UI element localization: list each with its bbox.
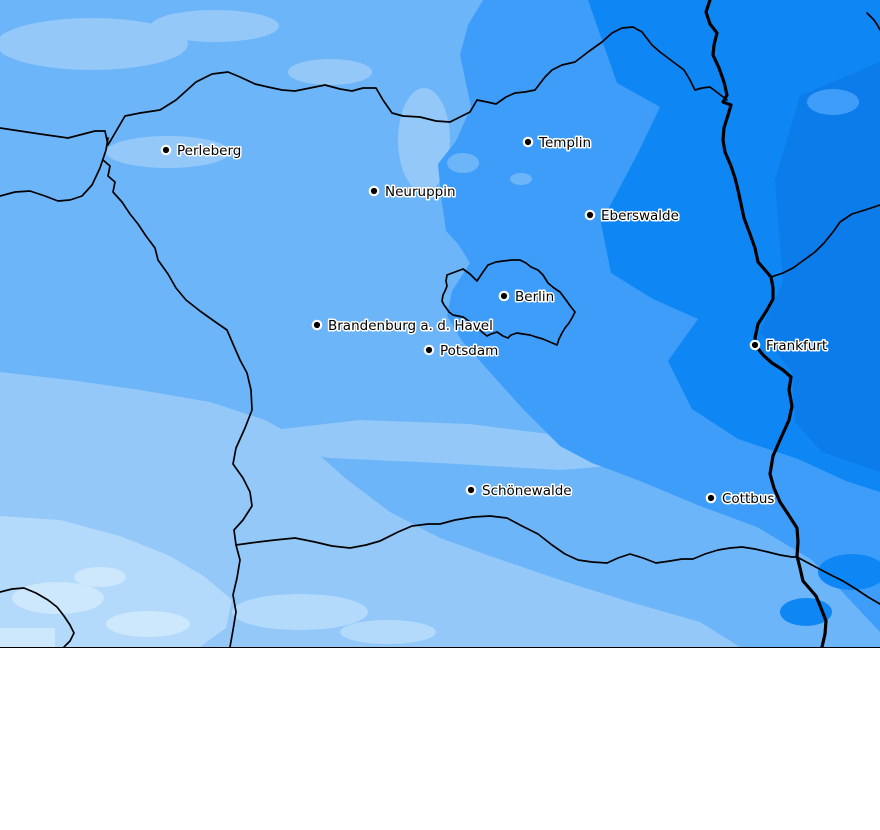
city-marker-cottbus: Cottbus: [705, 490, 776, 509]
city-label: Eberswalde: [601, 208, 679, 224]
city-marker-potsdam: Potsdam: [423, 342, 500, 361]
border-north: [0, 26, 728, 146]
temp-patch-north: [398, 88, 450, 192]
city-marker-berlin: Berlin: [498, 288, 556, 307]
city-label: Brandenburg a. d. Havel: [328, 318, 493, 334]
temp-region-east-coldest: [760, 62, 880, 472]
city-dot: [500, 292, 508, 300]
city-dot: [707, 494, 715, 502]
temp-patch-center-band: [255, 420, 662, 470]
temp-patch-lightest: [74, 567, 126, 587]
state-borders: [0, 12, 880, 647]
city-dot: [370, 187, 378, 195]
city-marker-sch-newalde: Schönewalde: [465, 482, 573, 501]
city-dot: [751, 341, 759, 349]
city-marker-brandenburg-a-d-havel: Brandenburg a. d. Havel: [311, 317, 494, 336]
border-poland-northeast: [770, 204, 880, 278]
temp-patch-lightest: [106, 611, 190, 637]
city-marker-perleberg: Perleberg: [160, 142, 243, 161]
city-dot: [524, 138, 532, 146]
map-svg: Perleberg Neuruppin Templin Eberswalde Berli…: [0, 0, 880, 647]
temperature-map: Perleberg Neuruppin Templin Eberswalde Berli…: [0, 0, 880, 648]
temp-patch-north: [0, 18, 188, 70]
border-southeast-branch: [796, 556, 880, 605]
border-topright-short: [866, 12, 880, 31]
temp-patch-lightest: [0, 628, 55, 647]
border-south: [235, 515, 798, 564]
temp-patch-light: [232, 594, 368, 630]
city-label: Potsdam: [440, 343, 498, 359]
temp-patch-north: [151, 10, 279, 42]
city-label: Frankfurt: [766, 338, 827, 354]
city-dot: [425, 346, 433, 354]
city-dot: [467, 486, 475, 494]
city-label: Perleberg: [177, 143, 241, 159]
city-label: Templin: [538, 135, 591, 151]
city-marker-templin: Templin: [522, 134, 593, 153]
temp-patch-mild-in-medium: [510, 173, 532, 185]
city-label: Berlin: [515, 289, 554, 305]
border-west-upper: [0, 137, 109, 202]
temp-patch-lightest: [12, 582, 104, 614]
city-marker-eberswalde: Eberswalde: [584, 207, 680, 226]
city-dot: [162, 146, 170, 154]
footer: Temperatur in 2m (in °C) Fr, 09.01.2026 …: [0, 648, 880, 830]
city-label: Neuruppin: [385, 184, 456, 200]
temp-patch-medium-in-cold: [807, 89, 859, 115]
border-southwest-corner: [0, 587, 75, 647]
border-oder-neisse: [704, 0, 828, 647]
temp-patch-light: [340, 620, 436, 644]
city-marker-frankfurt: Frankfurt: [749, 337, 829, 356]
temp-patch-cold-se: [818, 554, 880, 590]
city-marker-neuruppin: Neuruppin: [368, 183, 457, 202]
border-berlin: [441, 259, 576, 346]
temp-patch-mild-in-medium: [447, 153, 479, 173]
cities-layer: Perleberg Neuruppin Templin Eberswalde Berli…: [160, 134, 829, 509]
city-label: Cottbus: [722, 491, 774, 507]
city-dot: [586, 211, 594, 219]
city-dot: [313, 321, 321, 329]
city-label: Schönewalde: [482, 483, 572, 499]
temp-patch-north: [288, 59, 372, 85]
